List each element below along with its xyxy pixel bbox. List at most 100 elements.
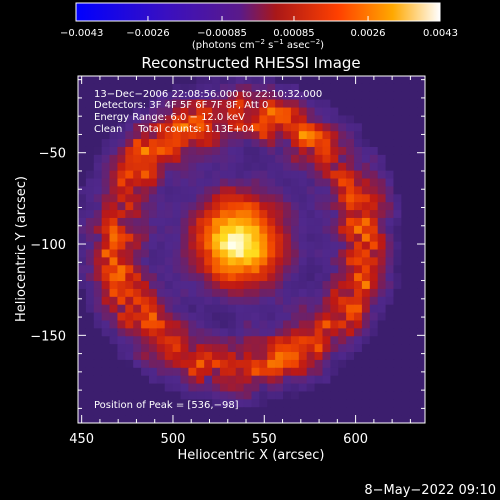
- heatmap-cell: [251, 296, 260, 306]
- heatmap-cell: [275, 367, 284, 377]
- heatmap-cell: [338, 328, 347, 337]
- heatmap-cell: [283, 375, 292, 385]
- heatmap-cell: [417, 273, 425, 282]
- heatmap-cell: [346, 304, 355, 314]
- heatmap-cell: [259, 202, 268, 211]
- heatmap-cell: [101, 352, 111, 361]
- heatmap-cell: [188, 304, 197, 314]
- heatmap-cell: [401, 257, 410, 266]
- heatmap-cell: [377, 265, 387, 274]
- heatmap-cell: [290, 233, 300, 243]
- heatmap-cell: [117, 210, 126, 219]
- heatmap-cell: [172, 320, 182, 329]
- heatmap-cell: [148, 399, 158, 408]
- heatmap-cell: [117, 241, 126, 251]
- heatmap-cell: [346, 131, 355, 140]
- heatmap-cell: [117, 391, 126, 400]
- heatmap-cell: [133, 233, 142, 243]
- heatmap-cell: [133, 123, 142, 132]
- heatmap-cell: [361, 359, 371, 369]
- heatmap-cell: [330, 241, 339, 251]
- heatmap-cell: [401, 83, 410, 93]
- heatmap-cell: [298, 194, 308, 203]
- heatmap-cell: [409, 249, 418, 258]
- heatmap-cell: [227, 383, 237, 393]
- heatmap-cell: [243, 123, 253, 132]
- heatmap-cell: [180, 296, 190, 306]
- heatmap-cell: [133, 328, 142, 337]
- heatmap-cell: [204, 131, 213, 140]
- heatmap-cell: [204, 139, 213, 148]
- heatmap-cell: [219, 407, 229, 416]
- x-tick-label: 500: [161, 432, 186, 447]
- heatmap-cell: [227, 107, 237, 117]
- heatmap-cell: [180, 123, 190, 132]
- heatmap-cell: [227, 241, 237, 251]
- heatmap-cell: [117, 76, 126, 85]
- heatmap-cell: [85, 107, 95, 117]
- heatmap-cell: [298, 273, 308, 282]
- heatmap-cell: [109, 399, 119, 408]
- heatmap-cell: [330, 296, 339, 306]
- heatmap-cell: [314, 281, 324, 290]
- heatmap-cell: [101, 225, 111, 235]
- heatmap-cell: [275, 241, 284, 251]
- heatmap-cell: [125, 265, 134, 274]
- heatmap-cell: [172, 383, 182, 393]
- heatmap-cell: [117, 344, 126, 353]
- heatmap-cell: [227, 281, 237, 290]
- heatmap-cell: [188, 146, 197, 156]
- heatmap-cell: [338, 312, 347, 322]
- heatmap-cell: [354, 312, 363, 322]
- heatmap-cell: [141, 91, 150, 101]
- heatmap-cell: [322, 383, 331, 393]
- heatmap-cell: [377, 407, 387, 416]
- heatmap-cell: [275, 407, 284, 416]
- heatmap-cell: [306, 186, 316, 195]
- heatmap-cell: [243, 296, 253, 306]
- heatmap-cell: [361, 383, 371, 393]
- heatmap-cell: [93, 399, 103, 408]
- heatmap-cell: [172, 328, 182, 337]
- heatmap-cell: [251, 233, 260, 243]
- heatmap-cell: [298, 336, 308, 345]
- heatmap-cell: [401, 273, 410, 282]
- heatmap-cell: [109, 162, 119, 172]
- heatmap-cell: [401, 217, 410, 227]
- heatmap-cell: [346, 194, 355, 203]
- heatmap-cell: [298, 170, 308, 180]
- heatmap-cell: [377, 367, 387, 377]
- heatmap-cell: [133, 288, 142, 298]
- heatmap-cell: [322, 336, 331, 345]
- heatmap-cell: [290, 281, 300, 290]
- heatmap-cell: [417, 359, 425, 369]
- heatmap-cell: [156, 415, 166, 423]
- heatmap-cell: [196, 99, 205, 109]
- heatmap-cell: [290, 407, 300, 416]
- heatmap-cell: [298, 407, 308, 416]
- heatmap-cell: [109, 233, 119, 243]
- heatmap-cell: [251, 99, 260, 109]
- heatmap-cell: [377, 257, 387, 266]
- heatmap-cell: [148, 249, 158, 258]
- heatmap-cell: [283, 170, 292, 180]
- heatmap-cell: [354, 210, 363, 219]
- heatmap-cell: [330, 170, 339, 180]
- heatmap-cell: [235, 312, 245, 322]
- heatmap-cell: [393, 217, 402, 227]
- heatmap-cell: [290, 288, 300, 298]
- heatmap-cell: [235, 288, 245, 298]
- heatmap-cell: [243, 320, 253, 329]
- heatmap-cell: [338, 359, 347, 369]
- heatmap-cell: [346, 107, 355, 117]
- heatmap-cell: [354, 391, 363, 400]
- heatmap-cell: [275, 131, 284, 140]
- heatmap-cell: [219, 415, 229, 423]
- heatmap-cell: [259, 304, 268, 314]
- heatmap-cell: [235, 139, 245, 148]
- heatmap-cell: [298, 304, 308, 314]
- heatmap-cell: [330, 265, 339, 274]
- heatmap-cell: [156, 99, 166, 109]
- heatmap-cell: [219, 210, 229, 219]
- heatmap-cell: [212, 115, 221, 124]
